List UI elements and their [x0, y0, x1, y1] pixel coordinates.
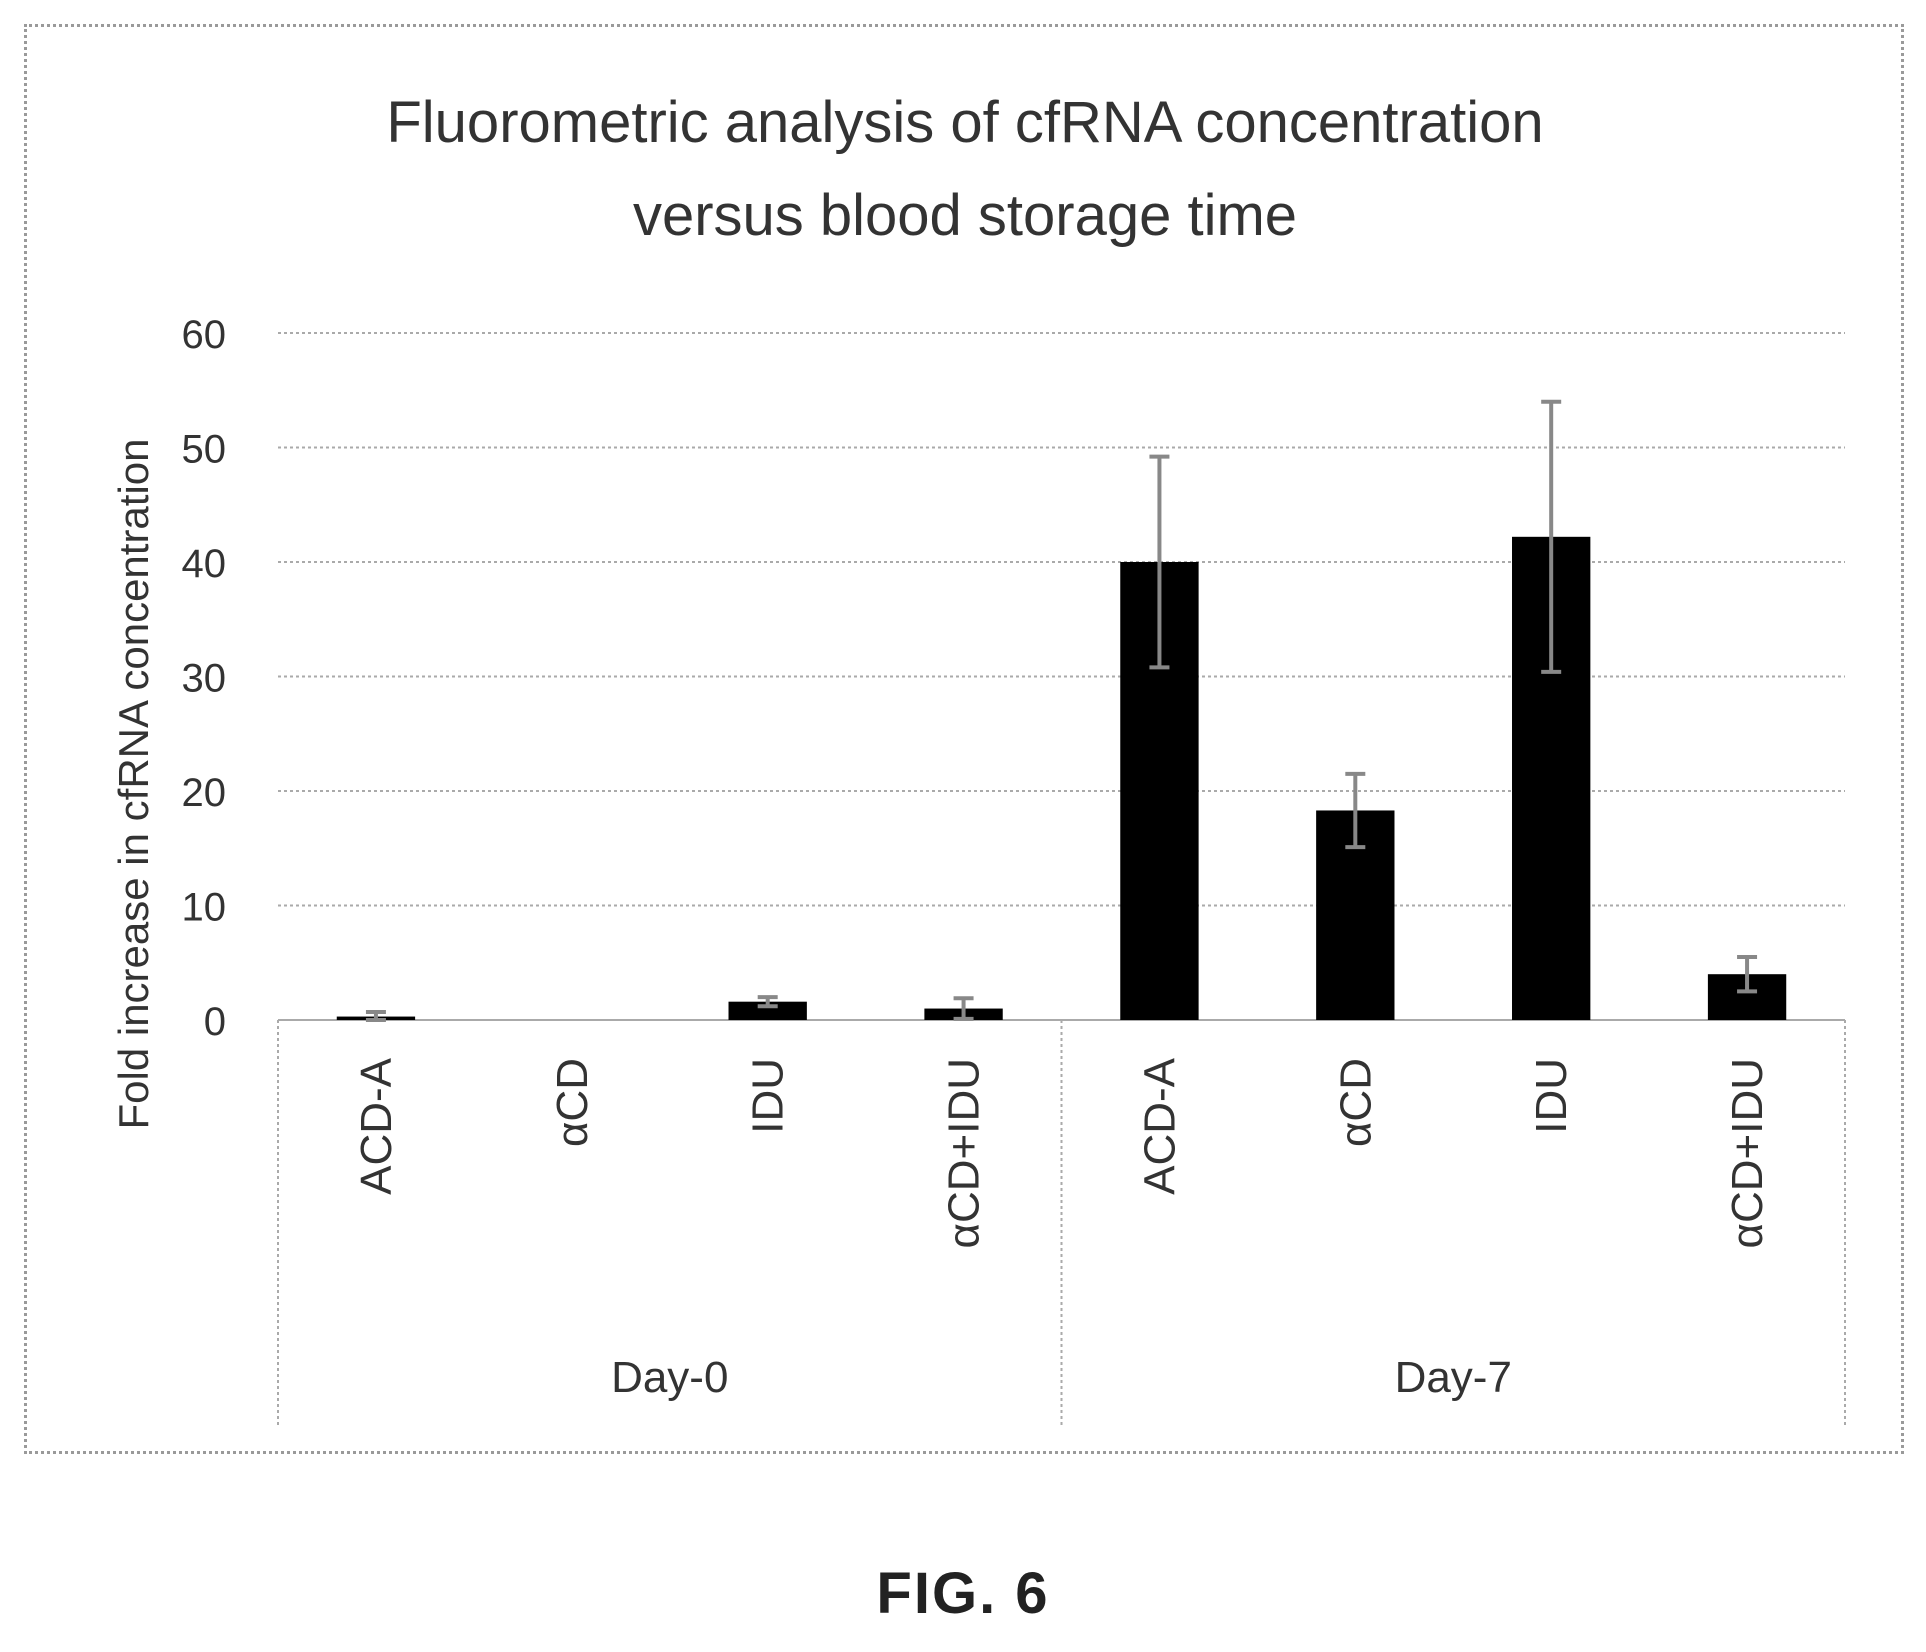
chart-title-line-1: Fluorometric analysis of cfRNA concentra…	[386, 90, 1543, 155]
bar-2	[728, 1001, 807, 1020]
x-tick-label: IDU	[1527, 1058, 1576, 1134]
y-tick-label: 20	[182, 771, 227, 815]
chart-frame	[24, 24, 1904, 1454]
error-bars	[365, 399, 1758, 1022]
y-tick-label: 50	[182, 428, 227, 472]
y-tick-label: 60	[182, 313, 227, 357]
x-tick-label: ACD-A	[1135, 1057, 1184, 1195]
x-tick-label: αCD	[1331, 1058, 1380, 1147]
x-tick-label: αCD	[548, 1058, 597, 1147]
x-tick-label: ACD-A	[352, 1057, 401, 1195]
bars	[336, 536, 1787, 1020]
bar-chart: Fluorometric analysis of cfRNA concentra…	[110, 90, 1846, 1425]
x-tick-labels: ACD-A αCD IDU αCD+IDU ACD-A αCD IDU αCD+IDU Day-…	[352, 1057, 1772, 1402]
y-tick-label: 0	[204, 1000, 226, 1044]
gridlines	[278, 332, 1845, 907]
x-tick-label: αCD+IDU	[940, 1058, 989, 1248]
y-tick-label: 40	[182, 542, 227, 586]
y-tick-labels: 0 10 20 30 40 50 60	[182, 313, 227, 1044]
figure-label: FIG. 6	[876, 1561, 1050, 1626]
x-tick-label: IDU	[744, 1058, 793, 1134]
chart-title-line-2: versus blood storage time	[633, 183, 1297, 248]
group-label: Day-7	[1395, 1353, 1512, 1402]
x-tick-label: αCD+IDU	[1723, 1058, 1772, 1248]
y-tick-label: 30	[182, 657, 227, 701]
y-axis-label: Fold increase in cfRNA concentration	[110, 438, 157, 1129]
y-tick-label: 10	[182, 886, 227, 930]
category-axis-table	[277, 1019, 1846, 1425]
group-label: Day-0	[611, 1353, 728, 1402]
